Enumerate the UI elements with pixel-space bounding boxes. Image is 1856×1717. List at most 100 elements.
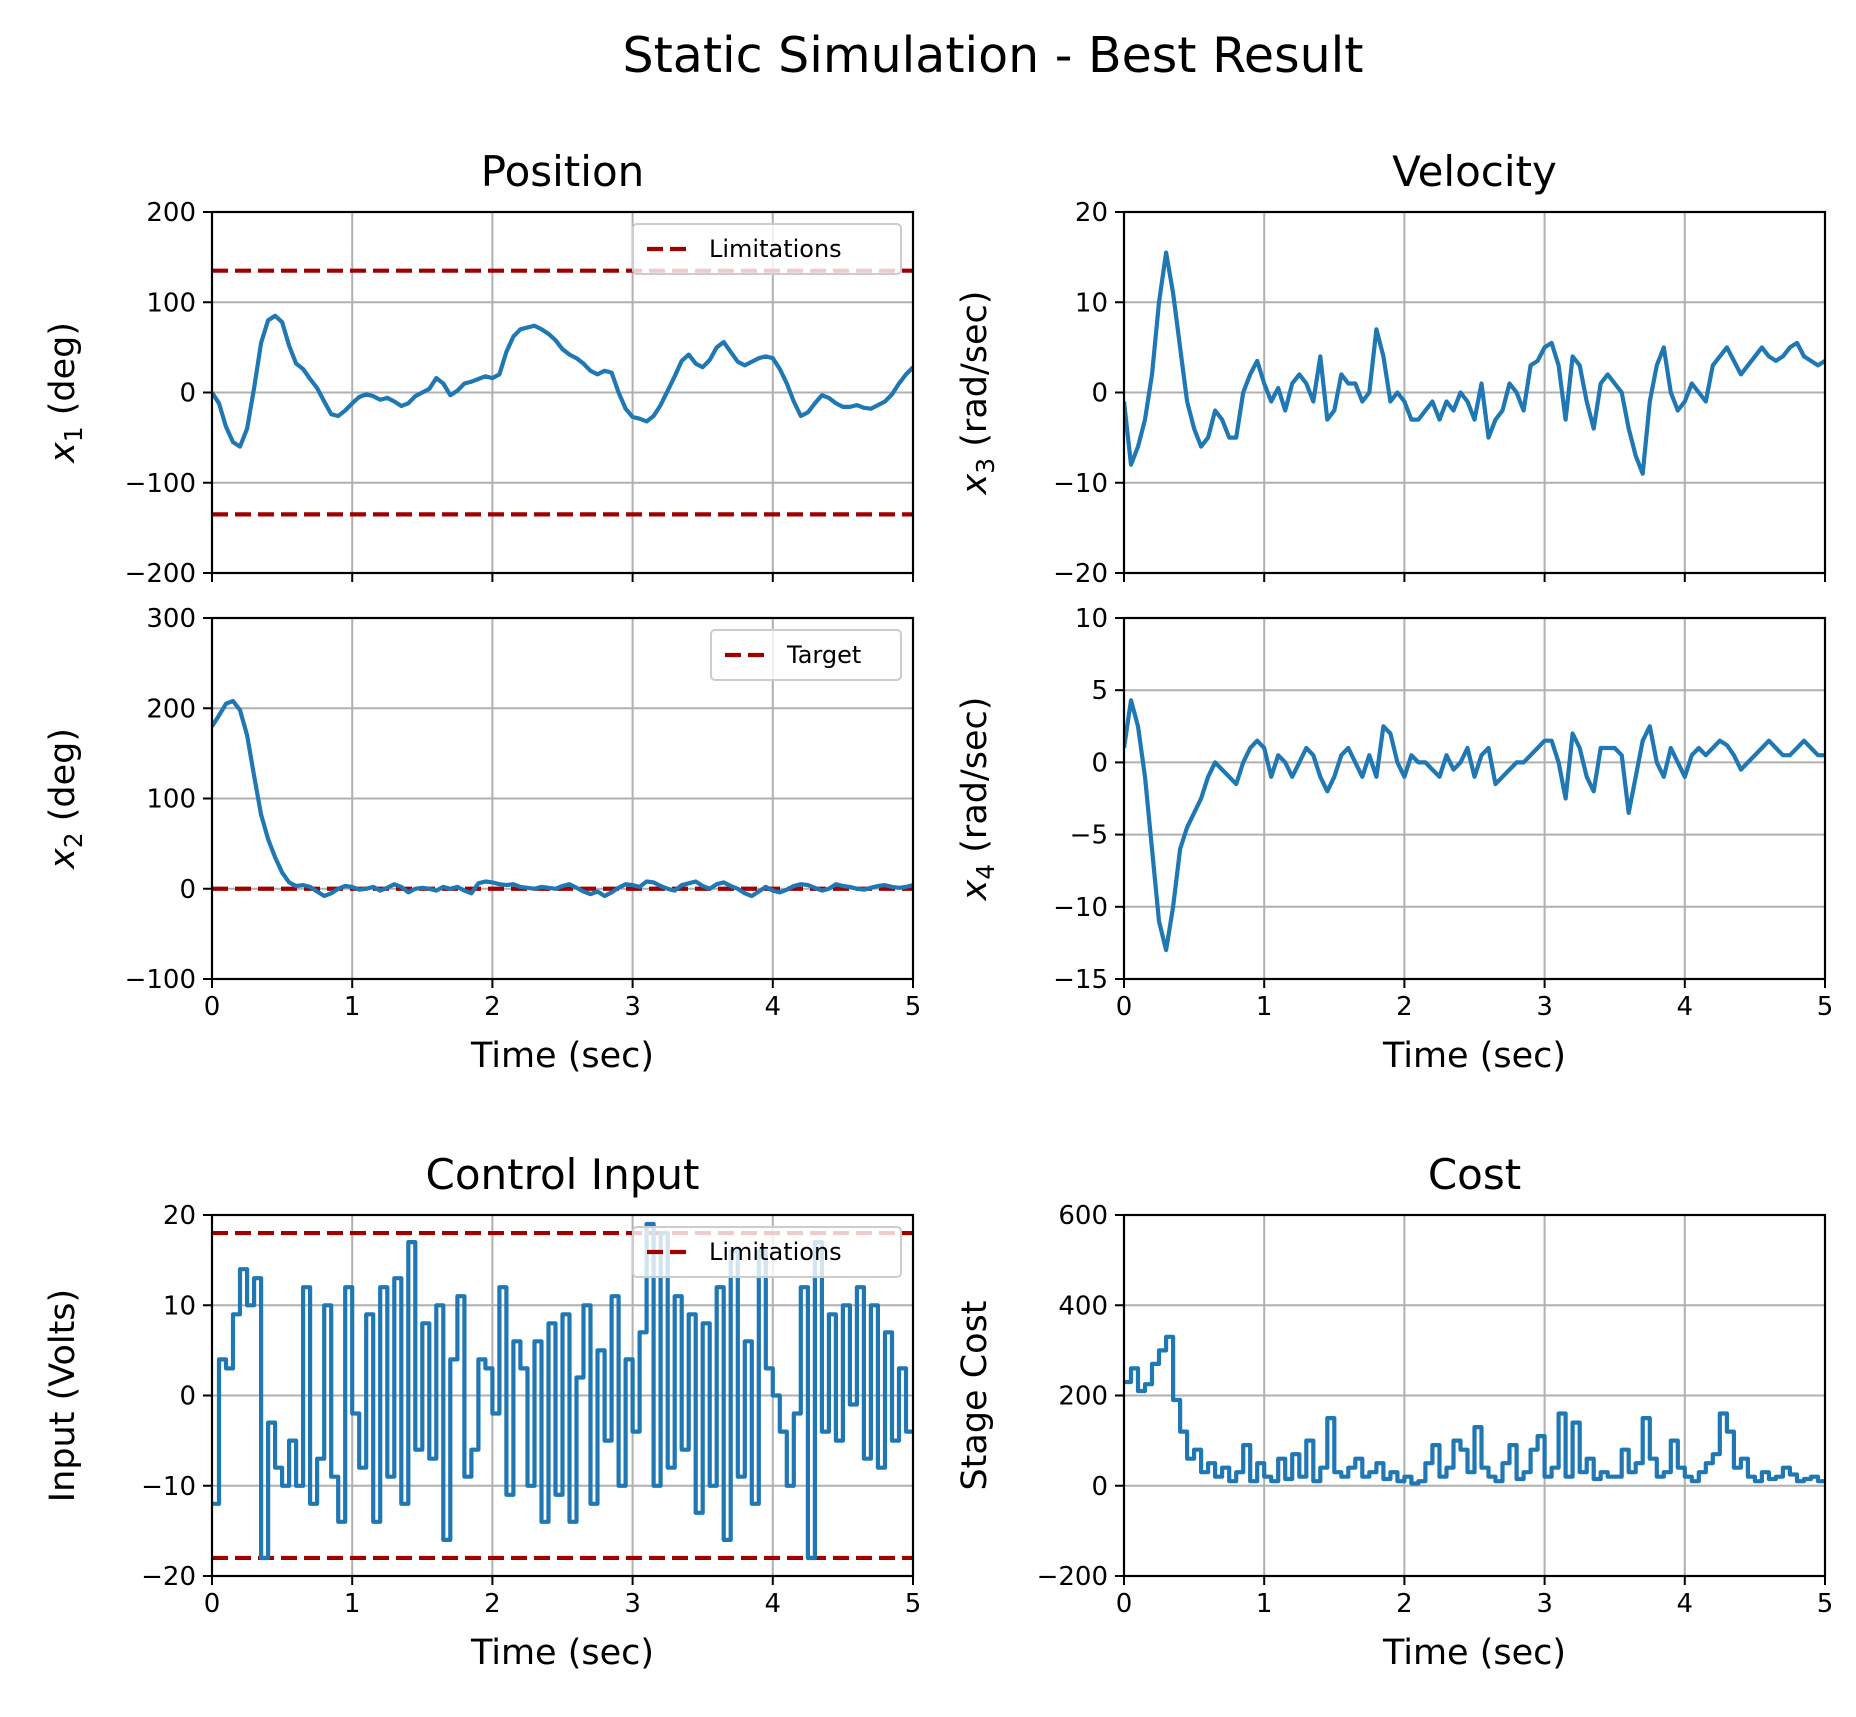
x-axis-label: Time (sec) xyxy=(470,1036,654,1076)
x-tick-label: 4 xyxy=(1677,1589,1694,1619)
y-axis-label-subscript: 1 xyxy=(59,426,88,442)
y-axis-label: Stage Cost xyxy=(955,1300,995,1490)
x-tick-label: 3 xyxy=(624,992,641,1022)
legend-label: Limitations xyxy=(709,1238,842,1266)
y-axis-label: x2 (deg) xyxy=(43,728,88,870)
x-axis-label: Time (sec) xyxy=(1382,1036,1566,1076)
y-tick-label: −100 xyxy=(125,469,196,499)
y-tick-label: 600 xyxy=(1058,1201,1108,1231)
x-tick-label: 5 xyxy=(1817,992,1834,1022)
y-axis-label-var: x xyxy=(955,879,995,901)
x-tick-label: 2 xyxy=(1396,1589,1413,1619)
x-tick-label: 3 xyxy=(1536,992,1553,1022)
x-tick-label: 3 xyxy=(624,1589,641,1619)
subplot-title: Control Input xyxy=(426,1150,700,1199)
y-axis-label-subscript: 2 xyxy=(59,832,88,848)
y-tick-label: −200 xyxy=(1037,1562,1108,1592)
subplot-title: Position xyxy=(481,147,645,196)
y-tick-label: −10 xyxy=(141,1472,196,1502)
y-tick-label: 100 xyxy=(146,785,196,815)
y-tick-label: 0 xyxy=(1091,748,1108,778)
y-tick-label: 100 xyxy=(146,288,196,318)
y-tick-label: 0 xyxy=(179,1382,196,1412)
legend-label: Limitations xyxy=(709,235,842,263)
y-tick-label: −15 xyxy=(1053,965,1108,995)
subplot-title: Velocity xyxy=(1392,147,1557,196)
x-tick-label: 3 xyxy=(1536,1589,1553,1619)
chart-position_x1: −200 −100 0 100 200 Position x1 (deg) Limitatio… xyxy=(43,147,915,589)
y-tick-label: 300 xyxy=(146,604,196,634)
x-tick-label: 0 xyxy=(204,1589,221,1619)
x-tick-label: 2 xyxy=(484,992,501,1022)
x-tick-label: 1 xyxy=(344,1589,361,1619)
x-tick-label: 1 xyxy=(1256,992,1273,1022)
y-tick-label: 20 xyxy=(1075,198,1108,228)
y-axis-label-unit: (rad/sec) xyxy=(955,291,995,458)
x-tick-label: 4 xyxy=(765,1589,782,1619)
y-tick-label: 5 xyxy=(1091,676,1108,706)
x-tick-label: 5 xyxy=(905,992,922,1022)
y-axis-label-unit: (deg) xyxy=(43,728,83,832)
y-tick-label: 200 xyxy=(146,694,196,724)
y-tick-label: 20 xyxy=(163,1201,196,1231)
series-line xyxy=(212,698,913,899)
y-tick-label: 200 xyxy=(1058,1382,1108,1412)
x-tick-label: 0 xyxy=(204,992,221,1022)
figure-title: Static Simulation - Best Result xyxy=(622,27,1363,84)
y-tick-label: −20 xyxy=(141,1562,196,1592)
chart-control_input: 0 1 2 3 4 5 −20 −10 0 10 20 Control Input Time (sec)… xyxy=(43,1150,921,1673)
legend-box xyxy=(710,629,902,681)
x-tick-label: 1 xyxy=(344,992,361,1022)
x-tick-label: 2 xyxy=(484,1589,501,1619)
y-tick-label: 200 xyxy=(146,198,196,228)
x-axis-label: Time (sec) xyxy=(1382,1633,1566,1673)
y-tick-label: 400 xyxy=(1058,1291,1108,1321)
x-tick-label: 4 xyxy=(1677,992,1694,1022)
y-tick-label: 0 xyxy=(1091,379,1108,409)
y-axis-label-var: x xyxy=(955,473,995,495)
y-axis-label-subscript: 3 xyxy=(971,458,1000,474)
x-tick-label: 5 xyxy=(1817,1589,1834,1619)
y-axis-label: Input (Volts) xyxy=(43,1289,83,1502)
legend-box xyxy=(632,1226,902,1278)
y-tick-label: 10 xyxy=(1075,604,1108,634)
x-tick-label: 0 xyxy=(1116,1589,1133,1619)
y-tick-label: −10 xyxy=(1053,469,1108,499)
y-axis-label-unit: (deg) xyxy=(43,322,83,426)
chart-cost: 0 1 2 3 4 5 −200 0 200 400 600 Cost Time (sec) Stage … xyxy=(955,1150,1833,1673)
subplot-title: Cost xyxy=(1428,1150,1521,1199)
y-tick-label: 10 xyxy=(1075,288,1108,318)
y-tick-label: −5 xyxy=(1070,821,1108,851)
series-line xyxy=(1124,1334,1825,1486)
y-tick-label: 0 xyxy=(179,379,196,409)
x-tick-label: 0 xyxy=(1116,992,1133,1022)
series-line xyxy=(212,313,913,449)
legend-label: Target xyxy=(786,641,861,669)
y-tick-label: 0 xyxy=(179,875,196,905)
y-tick-label: 0 xyxy=(1091,1472,1108,1502)
x-tick-label: 4 xyxy=(765,992,782,1022)
y-tick-label: −100 xyxy=(125,965,196,995)
series-line xyxy=(1124,698,1825,953)
y-tick-label: 10 xyxy=(163,1291,196,1321)
y-axis-label: x1 (deg) xyxy=(43,322,88,464)
y-tick-label: −200 xyxy=(125,559,196,589)
y-axis-label-var: x xyxy=(43,848,83,870)
x-tick-label: 2 xyxy=(1396,992,1413,1022)
x-tick-label: 5 xyxy=(905,1589,922,1619)
y-axis-label-subscript: 4 xyxy=(971,864,1000,880)
series-line xyxy=(1124,250,1825,476)
chart-velocity_x3: −20 −10 0 10 20 Velocity x3 (rad/sec) xyxy=(955,147,1827,589)
x-tick-label: 1 xyxy=(1256,1589,1273,1619)
legend-box xyxy=(632,223,902,275)
y-axis-label: x4 (rad/sec) xyxy=(955,697,1000,902)
y-tick-label: −20 xyxy=(1053,559,1108,589)
y-axis-label-var: x xyxy=(43,442,83,464)
y-tick-label: −10 xyxy=(1053,893,1108,923)
y-axis-label: x3 (rad/sec) xyxy=(955,291,1000,496)
axes-frame xyxy=(1122,616,1827,981)
y-axis-label-unit: (rad/sec) xyxy=(955,697,995,864)
